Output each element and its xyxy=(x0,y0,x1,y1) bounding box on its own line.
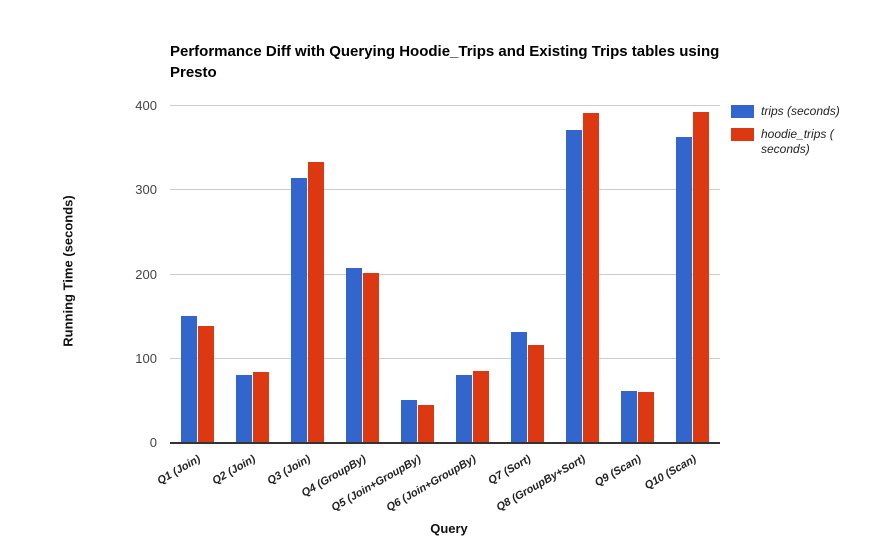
x-axis-baseline xyxy=(170,442,720,444)
x-tick-label-q10: Q10 (Scan) xyxy=(642,453,698,493)
x-tick-label-q3: Q3 (Join) xyxy=(265,453,313,488)
bar-hoodie-q5-join-groupby[interactable] xyxy=(418,405,434,442)
x-tick-label-q9: Q9 (Scan) xyxy=(592,453,643,490)
bar-hoodie-q7-sort[interactable] xyxy=(528,345,544,442)
bar-trips-q4-groupby[interactable] xyxy=(346,268,362,442)
gridline-300 xyxy=(170,189,720,190)
x-tick-label-q1: Q1 (Join) xyxy=(155,453,203,488)
bar-trips-q2-join[interactable] xyxy=(236,375,252,442)
legend-swatch-trips xyxy=(731,105,754,118)
bar-trips-q1-join[interactable] xyxy=(181,316,197,442)
legend: trips (seconds) hoodie_trips ( seconds) xyxy=(731,104,866,165)
chart-title: Performance Diff with Querying Hoodie_Tr… xyxy=(170,43,720,81)
gridline-200 xyxy=(170,274,720,275)
gridline-100 xyxy=(170,358,720,359)
bar-hoodie-q6-join-groupby[interactable] xyxy=(473,371,489,442)
legend-item-trips[interactable]: trips (seconds) xyxy=(731,104,866,119)
bar-hoodie-q10-scan[interactable] xyxy=(693,112,709,442)
x-tick-label-q2: Q2 (Join) xyxy=(210,453,258,488)
y-tick-label-400: 400 xyxy=(135,98,157,113)
bar-trips-q8-groupby-sort[interactable] xyxy=(566,130,582,442)
gridline-400 xyxy=(170,105,720,106)
bar-hoodie-q3-join[interactable] xyxy=(308,162,324,442)
x-tick-label-q7: Q7 (Sort) xyxy=(486,453,533,487)
bar-trips-q9-scan[interactable] xyxy=(621,391,637,442)
x-tick-label-q6: Q6 (Join+GroupBy) xyxy=(384,453,478,514)
bar-trips-q5-join-groupby[interactable] xyxy=(401,400,417,442)
legend-label-hoodie-trips: hoodie_trips ( seconds) xyxy=(761,127,834,156)
x-tick-label-q5: Q5 (Join+GroupBy) xyxy=(329,453,423,514)
y-tick-label-0: 0 xyxy=(149,435,157,450)
y-tick-label-100: 100 xyxy=(135,351,157,366)
legend-item-hoodie-trips[interactable]: hoodie_trips ( seconds) xyxy=(731,127,866,157)
y-tick-label-300: 300 xyxy=(135,182,157,197)
bar-trips-q6-join-groupby[interactable] xyxy=(456,375,472,442)
bar-trips-q7-sort[interactable] xyxy=(511,332,527,442)
bar-hoodie-q2-join[interactable] xyxy=(253,372,269,442)
x-axis-title: Query xyxy=(430,521,468,536)
y-tick-label-200: 200 xyxy=(135,267,157,282)
bar-hoodie-q1-join[interactable] xyxy=(198,326,214,442)
bar-hoodie-q9-scan[interactable] xyxy=(638,392,654,442)
legend-swatch-hoodie-trips xyxy=(731,128,754,141)
bar-hoodie-q8-groupby-sort[interactable] xyxy=(583,113,599,442)
bar-trips-q3-join[interactable] xyxy=(291,178,307,442)
bar-trips-q10-scan[interactable] xyxy=(676,137,692,442)
bar-hoodie-q4-groupby[interactable] xyxy=(363,273,379,442)
legend-label-trips: trips (seconds) xyxy=(761,104,840,118)
